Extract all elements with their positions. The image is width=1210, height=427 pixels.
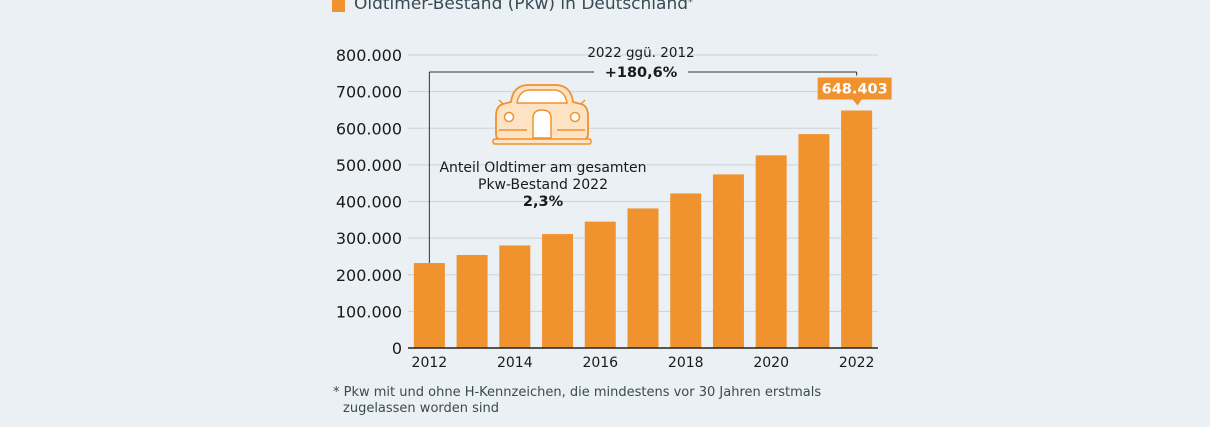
bar	[584, 221, 616, 348]
share-annotation-line-2: Pkw-Bestand 2022	[478, 177, 608, 193]
legend-label: Oldtimer-Bestand (Pkw) in Deutschland	[354, 0, 689, 14]
y-tick-label: 800.000	[336, 46, 402, 65]
bar	[798, 134, 830, 348]
share-annotation-line-1: Anteil Oldtimer am gesamten	[439, 160, 646, 176]
footnote-line-2: zugelassen worden sind	[343, 401, 500, 416]
footnote: * Pkw mit und ohne H-Kennzeichen, die mi…	[333, 385, 821, 417]
y-tick-label: 700.000	[336, 83, 402, 102]
x-tick-label: 2014	[497, 355, 533, 371]
bar	[841, 110, 873, 348]
y-tick-label: 0	[392, 339, 402, 358]
bar	[456, 254, 488, 348]
comparison-label: 2022 ggü. 2012	[587, 45, 694, 61]
legend-swatch	[332, 0, 345, 12]
bar	[670, 193, 702, 348]
comparison-value: +180,6%	[605, 65, 678, 81]
share-annotation-value: 2,3%	[523, 194, 564, 210]
highlight-label-box	[817, 77, 892, 100]
x-tick-label: 2018	[668, 355, 704, 371]
highlight-label-pointer	[852, 99, 862, 106]
x-tick-label: 2012	[412, 355, 448, 371]
highlight-label: 648.403	[822, 82, 888, 98]
bar	[499, 245, 531, 348]
y-tick-label: 500.000	[336, 156, 402, 175]
y-tick-label: 200.000	[336, 266, 402, 285]
chart-legend: Oldtimer-Bestand (Pkw) in Deutschland *	[332, 0, 693, 14]
x-tick-label: 2016	[582, 355, 618, 371]
classic-car-icon	[492, 84, 592, 145]
bar	[712, 174, 744, 348]
y-tick-label: 600.000	[336, 119, 402, 138]
bar	[413, 263, 445, 348]
bar	[542, 234, 574, 348]
x-tick-label: 2020	[753, 355, 789, 371]
y-tick-label: 300.000	[336, 229, 402, 248]
footnote-line-1: * Pkw mit und ohne H-Kennzeichen, die mi…	[333, 385, 822, 400]
y-tick-label: 400.000	[336, 193, 402, 212]
bar	[755, 155, 787, 348]
y-tick-label: 100.000	[336, 302, 402, 321]
x-tick-label: 2022	[839, 355, 875, 371]
legend-footnote-marker: *	[688, 0, 694, 8]
bar	[627, 208, 659, 348]
